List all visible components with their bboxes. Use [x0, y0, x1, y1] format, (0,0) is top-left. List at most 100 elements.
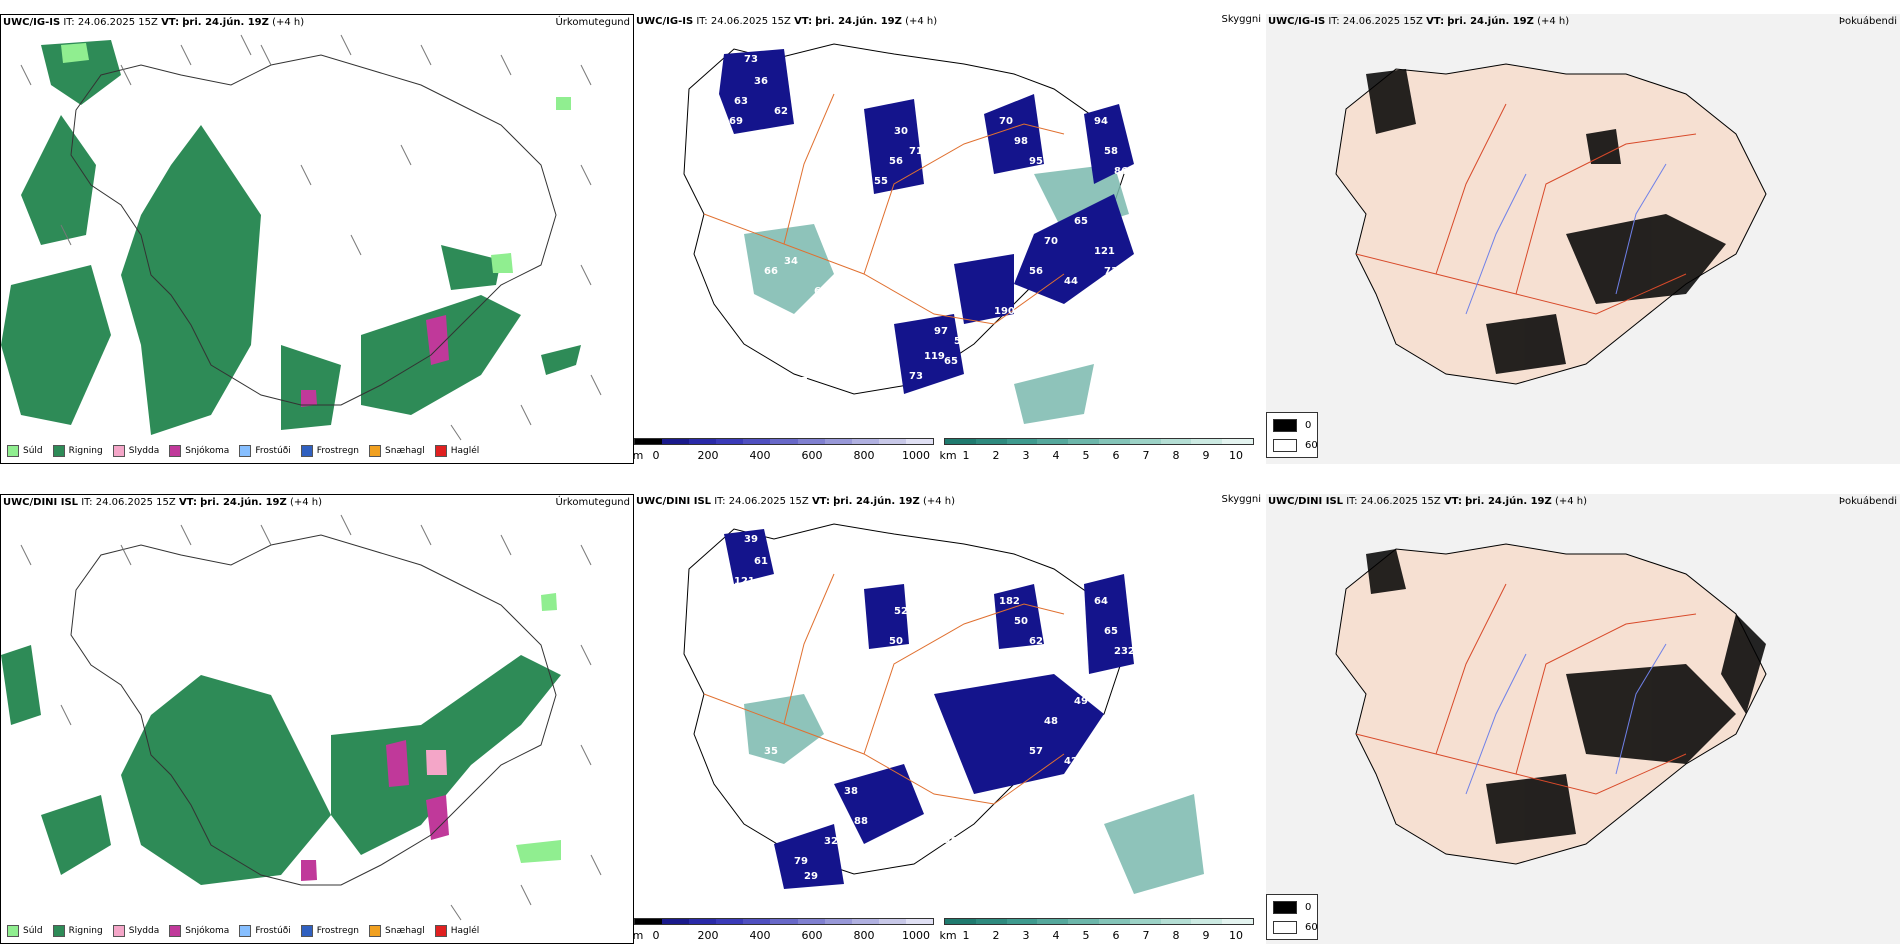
cloud-base-value: 71	[909, 146, 923, 157]
cloud-base-value: 49	[1074, 696, 1088, 707]
precip-map	[1, 514, 602, 921]
cloud-base-value: 79	[794, 856, 808, 867]
visibility-strip	[944, 438, 1254, 445]
precip-type-panel-top: UWC/IG-IS IT: 24.06.2025 15Z VT: þri. 24…	[0, 14, 634, 464]
cloud-base-value: 46	[1094, 726, 1108, 737]
rain-areas	[1, 645, 561, 885]
cloud-visibility-panel-top: UWC/IG-IS IT: 24.06.2025 15Z VT: þri. 24…	[634, 14, 1264, 464]
colorbar-tick: 6	[1112, 929, 1120, 942]
visibility-colorbar: km 1 2 3 4 5 6 7 8 9 10	[939, 918, 1264, 944]
cloud-base-strip	[634, 918, 934, 925]
legend-swatch	[112, 445, 125, 457]
legend-label: Snjókoma	[185, 926, 230, 936]
colorbar-unit: km	[939, 929, 957, 942]
colorbar-tick: 8	[1172, 449, 1180, 462]
cloud-base-value: 232	[1114, 646, 1135, 657]
cloud-base-value: 48	[1044, 716, 1058, 727]
cloud-base-ticks: m 0 200 400 600 800 1000	[634, 449, 944, 463]
colorbar-tick: 7	[1142, 929, 1150, 942]
cloud-base-value: 56	[1029, 266, 1043, 277]
colorbar-tick: 200	[697, 929, 719, 942]
fog-areas	[1366, 69, 1726, 374]
cloud-base-value: 59	[924, 831, 938, 842]
fog-panel-top: UWC/IG-IS IT: 24.06.2025 15Z VT: þri. 24…	[1266, 14, 1900, 464]
legend-label: Slydda	[128, 926, 160, 936]
cloud-base-value: 73	[1104, 266, 1118, 277]
cloud-base-value: 50	[889, 636, 903, 647]
legend-swatch	[239, 445, 252, 457]
visibility-colorbar: km 1 2 3 4 5 6 7 8 9 10	[939, 438, 1264, 464]
colorbar-unit: km	[939, 449, 957, 462]
legend-swatch	[112, 925, 125, 937]
cloud-base-value: 69	[729, 116, 743, 127]
cloud-base-value: 39	[744, 534, 758, 545]
cloud-base-value: 63	[734, 96, 748, 107]
legend-swatch	[239, 925, 252, 937]
fog-legend-row: 0	[1273, 901, 1311, 914]
visibility-ticks: km 1 2 3 4 5 6 7 8 9 10	[939, 449, 1264, 463]
visibility-areas	[744, 694, 1204, 894]
colorbar-tick: 10	[1229, 929, 1243, 942]
cloud-base-value: 29	[804, 871, 818, 882]
legend-item: Rigning	[52, 445, 103, 457]
cloud-base-value: 97	[934, 326, 948, 337]
cloud-base-value: 121	[1094, 246, 1115, 257]
legend-swatch	[434, 445, 447, 457]
colorbar-tick: 600	[801, 449, 823, 462]
colorbar-tick: 600	[801, 929, 823, 942]
cloud-map: 3961121102585250493518250626465232484946…	[683, 523, 1204, 894]
iceland-outline	[70, 54, 557, 406]
legend-swatch	[7, 925, 19, 937]
cloud-base-value: 84	[954, 816, 968, 827]
cloud-base-value: 98	[1014, 136, 1028, 147]
cloud-base-value: 52	[894, 606, 908, 617]
cloud-base-value: 56	[804, 391, 818, 402]
panel-variable-title: Skyggni	[1221, 14, 1261, 25]
cloud-base-value: 50	[1014, 616, 1028, 627]
drizzle-areas	[61, 43, 571, 273]
cloud-base-value: 34	[784, 256, 798, 267]
legend-label: Frostregn	[316, 446, 360, 456]
rain-areas	[1, 40, 581, 435]
roads	[1355, 583, 1697, 795]
wind-barbs	[20, 514, 602, 921]
cloud-base-value: 65	[1104, 626, 1118, 637]
legend-item: Snjókoma	[169, 925, 229, 937]
panel-title: UWC/IG-IS IT: 24.06.2025 15Z VT: þri. 24…	[1268, 16, 1570, 27]
fog-legend-row: 60	[1273, 921, 1318, 934]
legend-item: Rigning	[52, 925, 103, 937]
cloud-base-value: 95	[1029, 156, 1043, 167]
cloud-base-value: 88	[854, 816, 868, 827]
cloud-base-value: 190	[994, 306, 1015, 317]
cloud-base-value: 58	[954, 336, 968, 347]
cloud-base-value: 38	[844, 786, 858, 797]
panel-title: UWC/IG-IS IT: 24.06.2025 15Z VT: þri. 24…	[3, 17, 305, 28]
legend-label: Haglél	[450, 446, 480, 456]
legend-swatch	[52, 445, 65, 457]
cloud-base-value: 37	[794, 376, 808, 387]
drizzle-areas	[516, 593, 561, 863]
precip-map	[1, 34, 602, 441]
legend-item: Snæhagl	[369, 445, 425, 457]
cloud-base-value: 45	[844, 306, 858, 317]
legend-swatch	[7, 445, 19, 457]
fog-map	[1335, 543, 1767, 865]
colorbar-tick: 800	[853, 449, 875, 462]
cloud-base-value: 42	[1064, 756, 1078, 767]
legend-swatch	[434, 925, 447, 937]
colorbar-tick: 2	[992, 449, 1000, 462]
legend-item: Frostúði	[239, 925, 291, 937]
legend-item: Haglél	[434, 445, 480, 457]
fog-legend: 0 60	[1266, 894, 1318, 940]
legend-label: Snjókoma	[185, 446, 230, 456]
legend-item: Slydda	[112, 445, 159, 457]
legend-label: Rigning	[68, 926, 103, 936]
precip-legend: Súld Rigning Slydda Snjókoma Frostúði Frostre…	[1, 920, 633, 942]
precip-type-panel-bottom: UWC/DINI ISL IT: 24.06.2025 15Z VT: þri.…	[0, 494, 634, 944]
rivers	[1465, 163, 1667, 315]
fog-map	[1335, 63, 1767, 385]
panel-variable-title: Þokuábendi	[1838, 496, 1897, 507]
cloud-base-value: 49	[874, 656, 888, 667]
panel-title: UWC/DINI ISL IT: 24.06.2025 15Z VT: þri.…	[3, 497, 323, 508]
fog-legend-row: 0	[1273, 419, 1311, 432]
